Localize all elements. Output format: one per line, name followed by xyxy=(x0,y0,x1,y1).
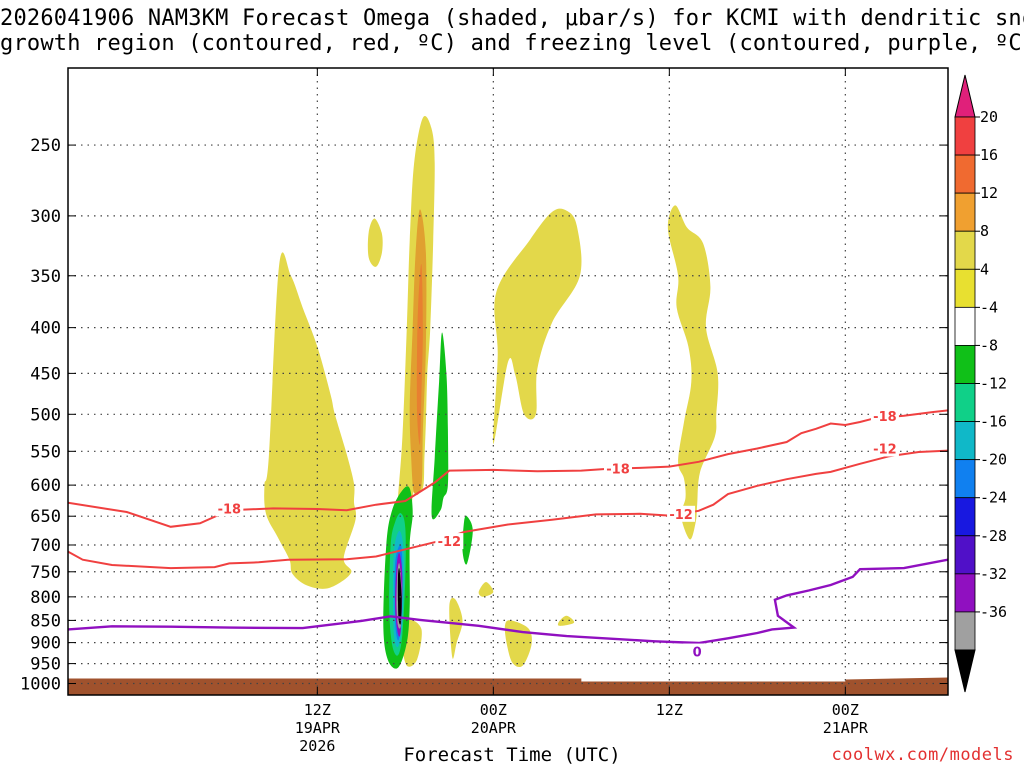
omega-region-yellow-left xyxy=(264,252,357,589)
y-axis: 250 300 350 400 450 500 550 600 650 700 750 800 850 9… xyxy=(20,136,948,695)
y-tick-label: 950 xyxy=(30,655,61,675)
contour-minus12 xyxy=(68,449,948,570)
y-tick-label: 600 xyxy=(30,476,61,496)
contour-label: 0 xyxy=(693,646,702,661)
colorbar-label: 20 xyxy=(980,108,998,126)
colorbar-label: -4 xyxy=(980,298,998,316)
contour-label: -12 xyxy=(438,535,462,550)
colorbar-box xyxy=(954,154,976,194)
omega-region-green-mid xyxy=(462,515,473,565)
omega-region-yellow-column-36z xyxy=(667,205,719,540)
chart-title-line2: growth region (contoured, red, ºC) and f… xyxy=(0,31,1024,56)
y-tick-label: 400 xyxy=(30,319,61,339)
y-tick-label: 450 xyxy=(30,364,61,384)
colorbar-arrow-bottom xyxy=(954,649,976,693)
site-credit: coolwx.com/models xyxy=(831,745,1014,765)
colorbar-box xyxy=(954,230,976,270)
colorbar-label: 4 xyxy=(980,260,989,278)
colorbar-box xyxy=(954,535,976,575)
colorbar-box xyxy=(954,383,976,422)
omega-region-yellow-blob-2 xyxy=(504,620,532,668)
colorbar-label: -36 xyxy=(980,603,1007,621)
colorbar-box xyxy=(954,268,976,308)
contour-label: -18 xyxy=(218,502,242,517)
y-tick-label: 650 xyxy=(30,507,61,527)
colorbar-label: -28 xyxy=(980,527,1007,545)
contour-label-bg xyxy=(683,643,712,660)
colorbar-box xyxy=(954,116,976,156)
colorbar-label: 12 xyxy=(980,184,998,202)
colorbar: 20 16 12 8 4 -4 -8 -12 -16 -20 -24 -28 -32 -36 xyxy=(954,74,1007,693)
colorbar-box xyxy=(954,306,976,346)
colorbar-box xyxy=(954,459,976,499)
contour-label-bg xyxy=(870,407,899,424)
omega-shading xyxy=(68,115,948,695)
y-tick-label: 1000 xyxy=(20,675,61,695)
omega-region-yellow-blob-1 xyxy=(478,582,494,597)
contour-label-bg xyxy=(435,533,464,550)
y-tick-label: 900 xyxy=(30,634,61,654)
y-tick-label: 250 xyxy=(30,136,61,156)
y-tick-label: 850 xyxy=(30,611,61,631)
colorbar-label: -12 xyxy=(980,375,1007,393)
omega-region-yellow-blob-3 xyxy=(557,615,575,626)
x-tick-label: 12Z xyxy=(656,701,683,719)
contour-label-bg xyxy=(667,505,696,522)
colorbar-label: -8 xyxy=(980,336,998,354)
chart-title: 2026041906 NAM3KM Forecast Omega (shaded… xyxy=(0,6,1024,56)
x-tick-date: 21APR xyxy=(823,719,869,737)
contour-label: -12 xyxy=(873,442,897,457)
contour-label-bg xyxy=(215,500,244,517)
contour-label: -12 xyxy=(669,508,693,523)
colorbar-label: -24 xyxy=(980,489,1007,507)
x-tick-label: 00Z xyxy=(480,701,507,719)
contour-label: -18 xyxy=(606,463,630,478)
y-tick-label: 700 xyxy=(30,536,61,556)
omega-region-green-tall xyxy=(431,332,449,520)
plot-frame xyxy=(67,67,949,696)
y-tick-label: 750 xyxy=(30,563,61,583)
contour-label: -18 xyxy=(873,410,897,425)
x-tick-date: 20APR xyxy=(471,719,517,737)
colorbar-box xyxy=(954,497,976,537)
colorbar-label: -32 xyxy=(980,565,1007,583)
y-tick-label: 550 xyxy=(30,442,61,462)
colorbar-label: -16 xyxy=(980,413,1007,431)
colorbar-box xyxy=(954,611,976,651)
contour-minus18 xyxy=(68,409,948,528)
x-tick-label: 12Z xyxy=(304,701,331,719)
omega-region-yellow-above-center xyxy=(492,208,582,445)
omega-region-yellow-spike-small xyxy=(367,218,383,267)
terrain-surface xyxy=(68,677,948,695)
colorbar-box xyxy=(954,573,976,613)
colorbar-box xyxy=(954,345,976,384)
chart-title-line1: 2026041906 NAM3KM Forecast Omega (shaded… xyxy=(0,6,1024,31)
colorbar-label: 16 xyxy=(980,146,998,164)
contour-lines: -18 -12 -18 -12 -18 -12 0 xyxy=(68,407,948,661)
y-tick-label: 500 xyxy=(30,405,61,425)
contour-label-bg xyxy=(870,440,899,457)
x-axis-label: Forecast Time (UTC) xyxy=(403,744,621,766)
y-tick-label: 350 xyxy=(30,267,61,287)
contour-freezing-level xyxy=(68,558,948,645)
contour-label-bg xyxy=(604,460,632,477)
colorbar-box xyxy=(954,421,976,461)
x-tick-label: 00Z xyxy=(832,701,859,719)
gridlines xyxy=(68,68,948,695)
colorbar-label: -20 xyxy=(980,451,1007,469)
x-tick-year: 2026 xyxy=(299,737,335,755)
omega-region-yellow-blob-4 xyxy=(449,597,463,659)
colorbar-box xyxy=(954,192,976,232)
colorbar-label: 8 xyxy=(980,222,989,240)
x-tick-date: 19APR xyxy=(295,719,341,737)
omega-region-orange-core xyxy=(416,263,423,445)
y-tick-label: 800 xyxy=(30,588,61,608)
y-tick-label: 300 xyxy=(30,207,61,227)
colorbar-arrow-top xyxy=(954,74,976,118)
